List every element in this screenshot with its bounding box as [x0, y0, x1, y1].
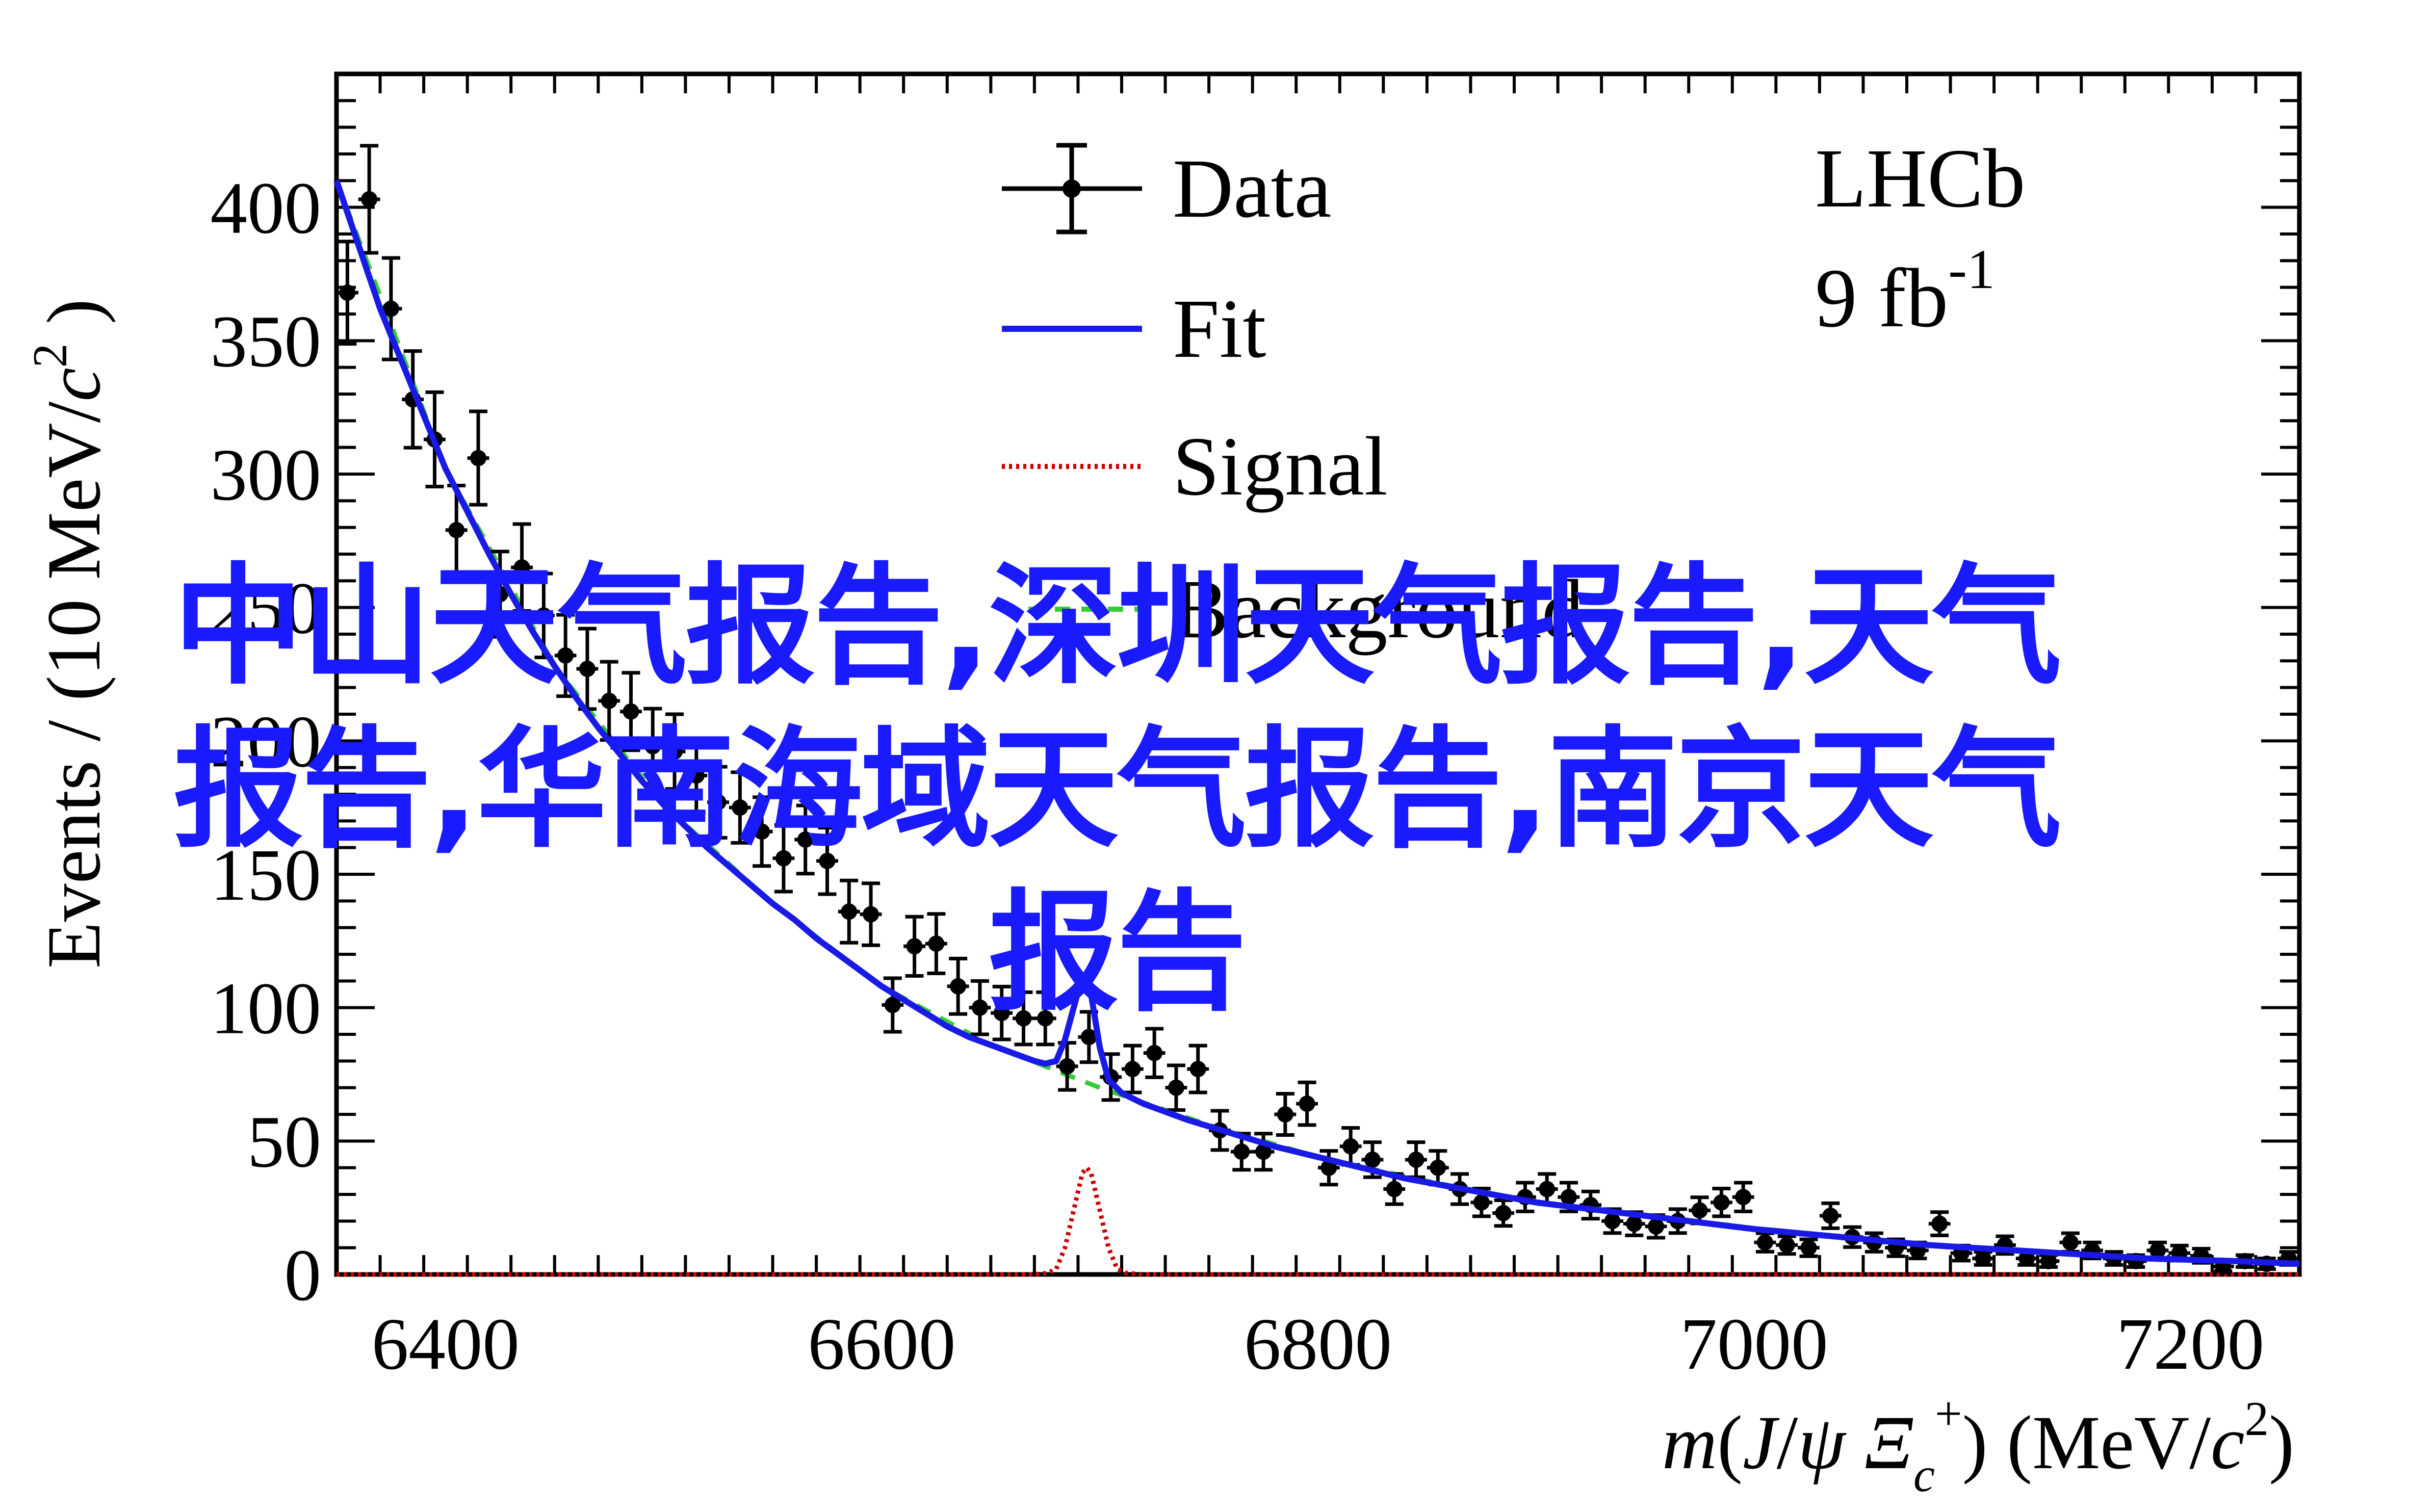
data-point: [1274, 1091, 1297, 1137]
data-point: [816, 826, 838, 896]
data-point: [620, 671, 642, 752]
luminosity-exponent: -1: [1948, 238, 1995, 300]
legend-label-background: Background: [1173, 562, 1584, 656]
signal-curve-group: [336, 1164, 2299, 1277]
signal-curve: [336, 1164, 2299, 1277]
data-point: [838, 878, 860, 945]
data-point: [1776, 1234, 1798, 1256]
y-axis-title: Events / (10 MeV/c2 ): [23, 299, 116, 969]
data-point: [1732, 1181, 1754, 1213]
data-point: [969, 979, 991, 1036]
legend-label-signal: Signal: [1173, 420, 1388, 513]
legend-data-marker: [1002, 143, 1142, 234]
data-point: [1928, 1210, 1951, 1237]
data-point: [489, 550, 511, 639]
data-point: [1405, 1140, 1427, 1179]
data-point: [750, 795, 773, 868]
axis-ticks: [335, 72, 2301, 1276]
data-point: [1143, 1027, 1165, 1079]
data-point: [707, 765, 729, 840]
y-tick-label: 350: [211, 301, 322, 382]
data-point: [882, 976, 904, 1034]
data-point: [358, 144, 380, 255]
data-point: [1013, 990, 1034, 1047]
data-point: [1427, 1149, 1449, 1187]
fit-curve-group: [333, 179, 2300, 1267]
data-point: [1536, 1172, 1558, 1206]
y-tick-label: 200: [211, 701, 322, 783]
overlay-line-2: 报告,华南海域天气报告,南京天气: [173, 714, 2062, 866]
data-point: [1165, 1063, 1187, 1112]
data-point: [1819, 1201, 1842, 1230]
y-tick-label: 100: [211, 968, 322, 1050]
data-point: [1579, 1189, 1602, 1221]
luminosity-value: 9 fb: [1815, 251, 1948, 345]
legend: Data Fit Signal Background: [1002, 142, 1584, 656]
x-tick-label: 7200: [2116, 1304, 2264, 1385]
y-tick-label: 300: [211, 434, 322, 516]
x-tick-labels: 6400 6600 6800 7000 7200: [372, 1304, 2264, 1385]
data-point: [1711, 1187, 1732, 1218]
watermark-overlay-text: 中山天气报告,深圳天气报告,天气 报告,华南海域天气报告,南京天气 报告: [20, 545, 2213, 1035]
x-tick-label: 6800: [1244, 1304, 1392, 1385]
data-point: [2059, 1231, 2082, 1254]
x-tick-label: 7000: [1680, 1304, 1828, 1385]
experiment-label: LHCb: [1815, 132, 2026, 225]
data-point: [1252, 1132, 1275, 1172]
data-point: [1034, 990, 1056, 1047]
fit-curve: [333, 179, 2300, 1267]
data-point: [772, 823, 795, 894]
data-point: [1230, 1132, 1253, 1172]
data-point: [925, 912, 947, 975]
legend-label-fit: Fit: [1173, 282, 1266, 375]
data-point: [685, 737, 708, 814]
data-point: [1318, 1149, 1340, 1187]
data-point: [1972, 1250, 1994, 1267]
overlay-line-3: 报告: [988, 877, 1247, 1029]
luminosity-label: 9 fb-1: [1815, 238, 1995, 345]
data-point: [1754, 1231, 1776, 1254]
data-point: [1187, 1044, 1209, 1094]
data-point: [336, 240, 358, 346]
x-tick-label: 6400: [372, 1304, 520, 1385]
data-point: [903, 915, 925, 978]
y-tick-label: 0: [284, 1235, 322, 1316]
data-point: [729, 770, 751, 845]
data-point: [991, 984, 1013, 1041]
y-tick-label: 50: [247, 1101, 321, 1183]
y-tick-label: 150: [211, 835, 322, 916]
overlay-line-1: 中山天气报告,深圳天气报告,天气: [173, 551, 2062, 702]
data-point: [663, 712, 686, 791]
data-point: [467, 409, 489, 507]
data-point: [947, 956, 969, 1016]
data-point: [511, 522, 533, 613]
x-tick-label: 6600: [808, 1304, 955, 1385]
data-point: [1339, 1126, 1362, 1167]
data-point: [1056, 1041, 1078, 1092]
data-point: [1296, 1080, 1318, 1127]
data-point: [860, 881, 882, 947]
y-tick-label: 400: [211, 168, 322, 249]
data-point: [445, 483, 468, 577]
legend-label-data: Data: [1173, 142, 1331, 235]
x-axis-title: m(J/ψ Ξc+) (MeV/c2): [1662, 1387, 2294, 1502]
data-point: [1122, 1044, 1144, 1094]
y-tick-label: 250: [211, 568, 322, 649]
data-point: [1361, 1140, 1384, 1179]
data-point: [1492, 1198, 1514, 1228]
data-point: [1798, 1237, 1820, 1258]
data-point: [641, 707, 664, 786]
data-point: [794, 803, 817, 876]
y-tick-labels: 0 50 100 150 200 250 300 350 400: [211, 168, 322, 1316]
